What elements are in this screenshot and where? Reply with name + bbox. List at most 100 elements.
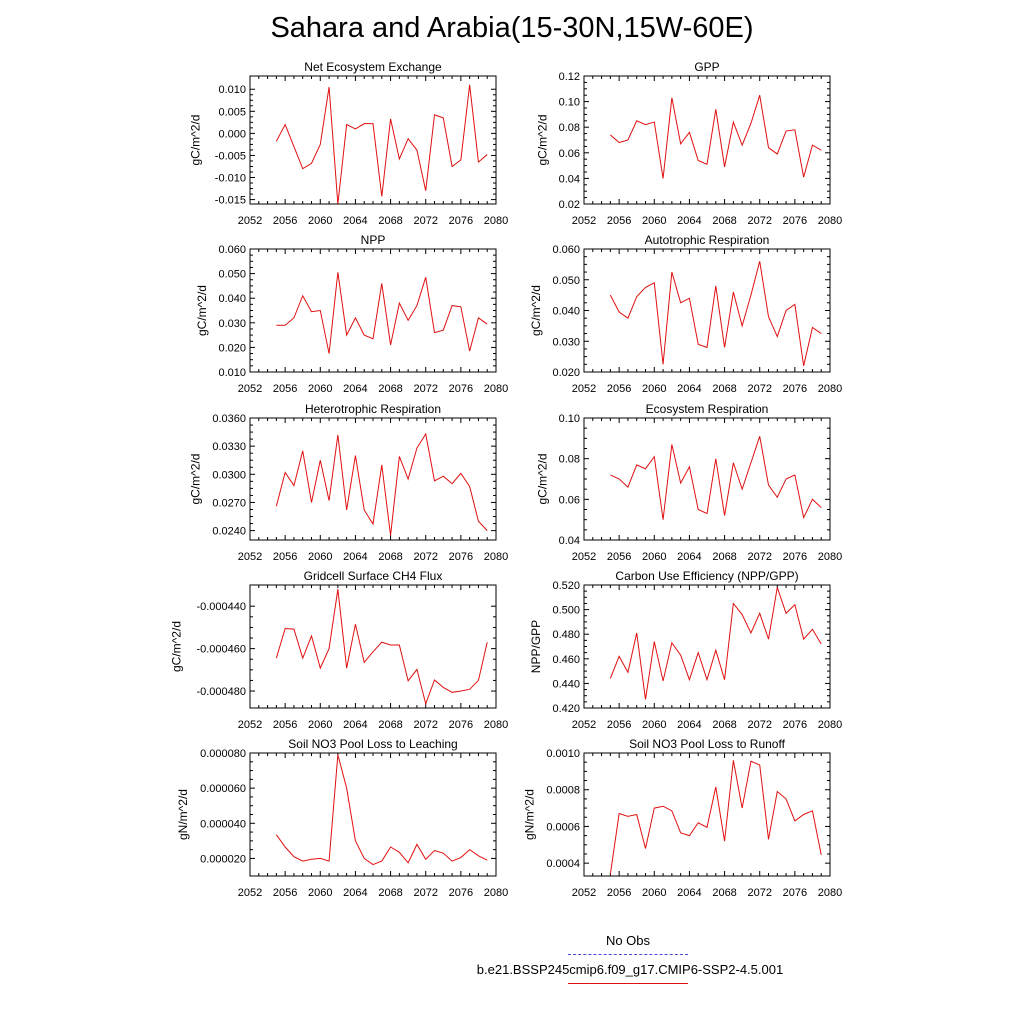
panel-9-point	[276, 834, 278, 836]
panel-4-point	[645, 287, 647, 289]
panel-7-point	[460, 690, 462, 692]
panel-3-point	[407, 320, 409, 322]
panel-2-point	[697, 160, 699, 162]
panel-5-point	[381, 464, 383, 466]
panel-2-xtick-label: 2080	[818, 215, 842, 227]
panel-3-xtick-label: 2052	[238, 383, 262, 395]
panel-7-point	[346, 667, 348, 669]
panel-10-point	[636, 814, 638, 816]
panel-9-point	[478, 855, 480, 857]
panel-1-point	[451, 166, 453, 168]
panel-7-point	[451, 692, 453, 694]
panel-5-xtick-label: 2068	[378, 551, 402, 563]
panel-2-point	[706, 164, 708, 166]
panel-2-point	[715, 108, 717, 110]
panel-10-point	[697, 822, 699, 824]
panel-2-ylabel: gC/m^2/d	[535, 115, 549, 166]
panel-8-point	[750, 632, 752, 634]
panel-10-point	[653, 807, 655, 809]
panel-4-xtick-label: 2064	[677, 383, 701, 395]
panel-7-xtick-label: 2064	[343, 719, 367, 731]
panel-2-point	[820, 149, 822, 151]
panel-7-point	[293, 628, 295, 630]
panel-10-point	[610, 873, 612, 875]
panel-8-xtick-label: 2076	[783, 719, 807, 731]
panel-3-point	[416, 305, 418, 307]
panel-5-point	[337, 434, 339, 436]
panel-3-point	[399, 302, 401, 304]
panel-5-point	[425, 433, 427, 435]
panel-10-point	[750, 760, 752, 762]
panel-1-point	[302, 168, 304, 170]
panel-10-point	[812, 810, 814, 812]
panel-3-frame	[249, 248, 497, 373]
panel-4-ytick-label: 0.040	[552, 306, 580, 318]
panel-7-title: Gridcell Surface CH4 Flux	[304, 569, 443, 583]
panel-7-point	[372, 651, 374, 653]
panel-2-point	[785, 130, 787, 132]
panel-6-point	[627, 486, 629, 488]
panel-7-xtick-label: 2052	[238, 719, 262, 731]
panel-8-ytick-label: 0.500	[552, 605, 580, 617]
panel-1-point	[434, 114, 436, 116]
panel-9-series-line	[275, 754, 488, 866]
panel-3-point	[478, 317, 480, 319]
panel-1-point	[311, 163, 313, 165]
panel-6-title: Ecosystem Respiration	[646, 402, 769, 416]
panel-1-ytick-label: 0.010	[218, 84, 246, 96]
panel-1-point	[486, 154, 488, 156]
panel-9-point	[399, 851, 401, 853]
panel-10-point	[741, 807, 743, 809]
panel-4-point	[812, 327, 814, 329]
panel-2-point	[636, 120, 638, 122]
panel-10-point	[820, 854, 822, 856]
panel-5-point	[451, 483, 453, 485]
panel-9-xtick-label: 2060	[308, 887, 332, 899]
panel-6-ytick-label: 0.10	[559, 413, 580, 425]
panel-9-title: Soil NO3 Pool Loss to Leaching	[288, 737, 457, 751]
panel-1-point	[284, 124, 286, 126]
panel-3-point	[337, 272, 339, 274]
panel-10-ylabel: gN/m^2/d	[523, 789, 537, 840]
panel-10-point	[776, 791, 778, 793]
panel-9-xtick-label: 2080	[484, 887, 508, 899]
panel-6-point	[768, 484, 770, 486]
panel-9-ytick-label: 0.000080	[200, 748, 246, 760]
panel-7-point	[469, 689, 471, 691]
panel-7-ytick-label: -0.000460	[196, 644, 246, 656]
panel-9-point	[469, 849, 471, 851]
panel-2-point	[680, 143, 682, 145]
panel-2-point	[768, 147, 770, 149]
panel-7-point	[319, 667, 321, 669]
panel-3-point	[311, 311, 313, 313]
panel-3-point	[442, 329, 444, 331]
panel-9-point	[460, 857, 462, 859]
panel-3-ylabel: gC/m^2/d	[195, 285, 209, 336]
panel-1-point	[442, 117, 444, 119]
panel-2-point	[689, 132, 691, 134]
panel-9-xtick-label: 2068	[378, 887, 402, 899]
panel-10-xtick-label: 2052	[572, 887, 596, 899]
panel-5-point	[460, 473, 462, 475]
panel-4-series-line	[609, 261, 822, 366]
panel-9-point	[293, 856, 295, 858]
panel-2-point	[671, 97, 673, 99]
panel-7-point	[311, 635, 313, 637]
panel-7-xtick-label: 2068	[378, 719, 402, 731]
panel-10-xtick-label: 2056	[607, 887, 631, 899]
panel-5-point	[390, 535, 392, 537]
panel-9-ylabel: gN/m^2/d	[176, 789, 190, 840]
panel-6-ytick-label: 0.04	[559, 535, 580, 547]
panel-4-point	[636, 296, 638, 298]
panel-1-point	[337, 203, 339, 205]
panel-1-point	[390, 118, 392, 120]
panel-2-point	[776, 153, 778, 155]
panel-7-point	[381, 641, 383, 643]
panel-5-series-line	[275, 432, 488, 536]
panel-2-xtick-label: 2072	[747, 215, 771, 227]
panel-6-frame	[583, 417, 831, 541]
panel-5-xtick-label: 2080	[484, 551, 508, 563]
panel-2-point	[812, 144, 814, 146]
panel-6-point	[653, 456, 655, 458]
panel-5-point	[442, 475, 444, 477]
